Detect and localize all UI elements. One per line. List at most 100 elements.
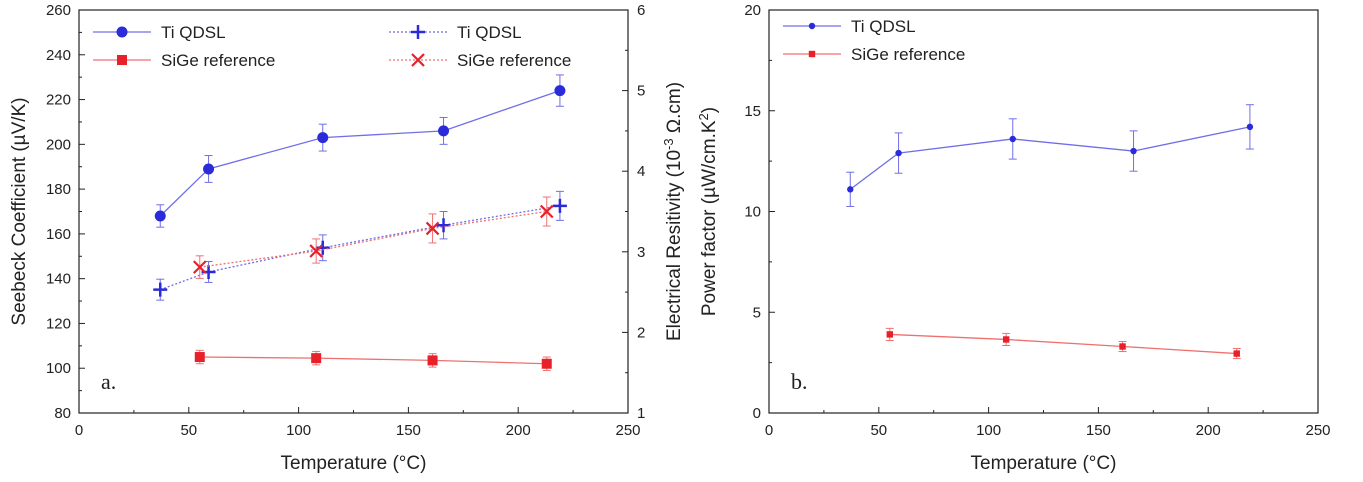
data-point (436, 218, 451, 233)
data-point (895, 149, 902, 157)
data-point (438, 125, 450, 137)
y-axis-label-unit: ) (699, 107, 720, 113)
y-tick-label: 10 (744, 204, 761, 221)
legend-label: Ti QDSL (161, 23, 226, 42)
legend-marker (808, 50, 816, 58)
y-tick-label: 200 (46, 136, 71, 153)
y2-tick-label: 3 (637, 244, 645, 261)
legend: Ti QDSL SiGe reference (783, 17, 965, 64)
legend-marker (411, 53, 425, 67)
series-line (159, 89, 561, 217)
series-3 (193, 196, 554, 279)
x-tick-label: 0 (765, 422, 773, 439)
y-tick-label: 15 (744, 103, 761, 120)
y-tick-label: 180 (46, 181, 71, 198)
y-axis-label-text: Seebeck Coefficient (µV/K) (9, 97, 30, 325)
data-point (1130, 147, 1137, 155)
series-1 (885, 327, 1241, 360)
data-point (1246, 123, 1254, 131)
y2-tick-label: 2 (637, 324, 645, 341)
data-point (427, 355, 438, 366)
legend-marker (808, 22, 816, 30)
legend-item: SiGe reference (389, 51, 571, 70)
x-tick-label: 150 (1086, 422, 1111, 439)
data-point (193, 260, 207, 274)
y-tick-label: 260 (46, 2, 71, 19)
y-tick-label: 160 (46, 226, 71, 243)
series-line (849, 126, 1251, 190)
data-point (539, 204, 554, 219)
y2-axis-label-exp: -3 (661, 138, 676, 150)
y2-axis-label-unit: Ω.cm) (664, 82, 685, 138)
legend-marker (117, 55, 127, 65)
y-axis-label-exp: 2 (696, 113, 711, 120)
x-tick-label: 200 (1196, 422, 1221, 439)
legend-label: SiGe reference (457, 51, 571, 70)
data-point (309, 244, 323, 258)
x-tick-label: 0 (75, 422, 83, 439)
data-point (554, 85, 566, 97)
y2-tick-label: 1 (637, 405, 645, 422)
y-axis-label: Seebeck Coefficient (µV/K) (9, 97, 30, 325)
x-tick-label: 50 (180, 422, 197, 439)
legend-label: Ti QDSL (457, 23, 522, 42)
x-tick-label: 50 (870, 422, 887, 439)
x-tick-label: 250 (615, 422, 640, 439)
chart-panel-b: 0 50 100 150 200 250 0 5 10 15 20 Temperature (°C) P… (696, 2, 1331, 474)
y2-axis-label-text: Electrical Resitivity (10 (664, 150, 685, 341)
x-axis-label: Temperature (°C) (971, 453, 1117, 474)
legend-item: Ti QDSL (389, 23, 522, 42)
series-0 (846, 104, 1254, 207)
y-tick-label: 140 (46, 271, 71, 288)
series-2 (153, 190, 567, 301)
legend-label: SiGe reference (161, 51, 275, 70)
data-point (311, 353, 322, 364)
panel-label: a. (101, 369, 116, 394)
data-point (153, 282, 168, 297)
series-line (199, 356, 547, 365)
series-line (889, 333, 1237, 355)
data-point (552, 198, 567, 213)
data-point (203, 163, 215, 175)
x-tick-label: 150 (396, 422, 421, 439)
legend: Ti QDSL SiGe reference Ti QDSL SiGe referen… (93, 23, 571, 70)
y-tick-label: 120 (46, 315, 71, 332)
y-tick-label: 80 (54, 405, 71, 422)
y-tick-label: 5 (753, 304, 761, 321)
legend-marker (116, 26, 128, 38)
series-1 (194, 349, 552, 371)
x-tick-label: 250 (1305, 422, 1330, 439)
y2-axis-label: Electrical Resitivity (10-3 Ω.cm) (661, 82, 685, 341)
y-tick-label: 220 (46, 92, 71, 109)
chart-panel-a: 0 50 100 150 200 250 80 100 120 140 160 180 200 220 2 4… (9, 2, 685, 474)
y-axis-label: Power factor (µW/cm.K2) (696, 107, 720, 316)
y-tick-label: 100 (46, 360, 71, 377)
data-point (847, 186, 854, 193)
data-point (1009, 135, 1016, 143)
x-tick-label: 200 (506, 422, 531, 439)
legend-item: SiGe reference (783, 45, 965, 64)
data-point (194, 352, 205, 363)
data-point (1119, 343, 1126, 350)
series-0 (154, 74, 566, 228)
y-axis-label-text: Power factor (µW/cm.K (699, 120, 720, 316)
y-tick-label: 0 (753, 405, 761, 422)
legend-marker (411, 25, 425, 39)
x-tick-label: 100 (976, 422, 1001, 439)
y2-tick-label: 5 (637, 83, 645, 100)
legend-item: SiGe reference (93, 51, 275, 70)
legend-label: Ti QDSL (851, 17, 916, 36)
data-point (1002, 336, 1010, 343)
data-point (425, 221, 440, 236)
y2-tick-label: 6 (637, 2, 645, 19)
panel-label: b. (791, 369, 808, 394)
data-point (541, 358, 552, 369)
legend-label: SiGe reference (851, 45, 965, 64)
legend-item: Ti QDSL (783, 17, 916, 36)
data-point (886, 331, 893, 338)
y-tick-label: 20 (744, 2, 761, 19)
y2-tick-label: 4 (637, 163, 645, 180)
x-tick-label: 100 (286, 422, 311, 439)
x-axis-label: Temperature (°C) (281, 453, 427, 474)
